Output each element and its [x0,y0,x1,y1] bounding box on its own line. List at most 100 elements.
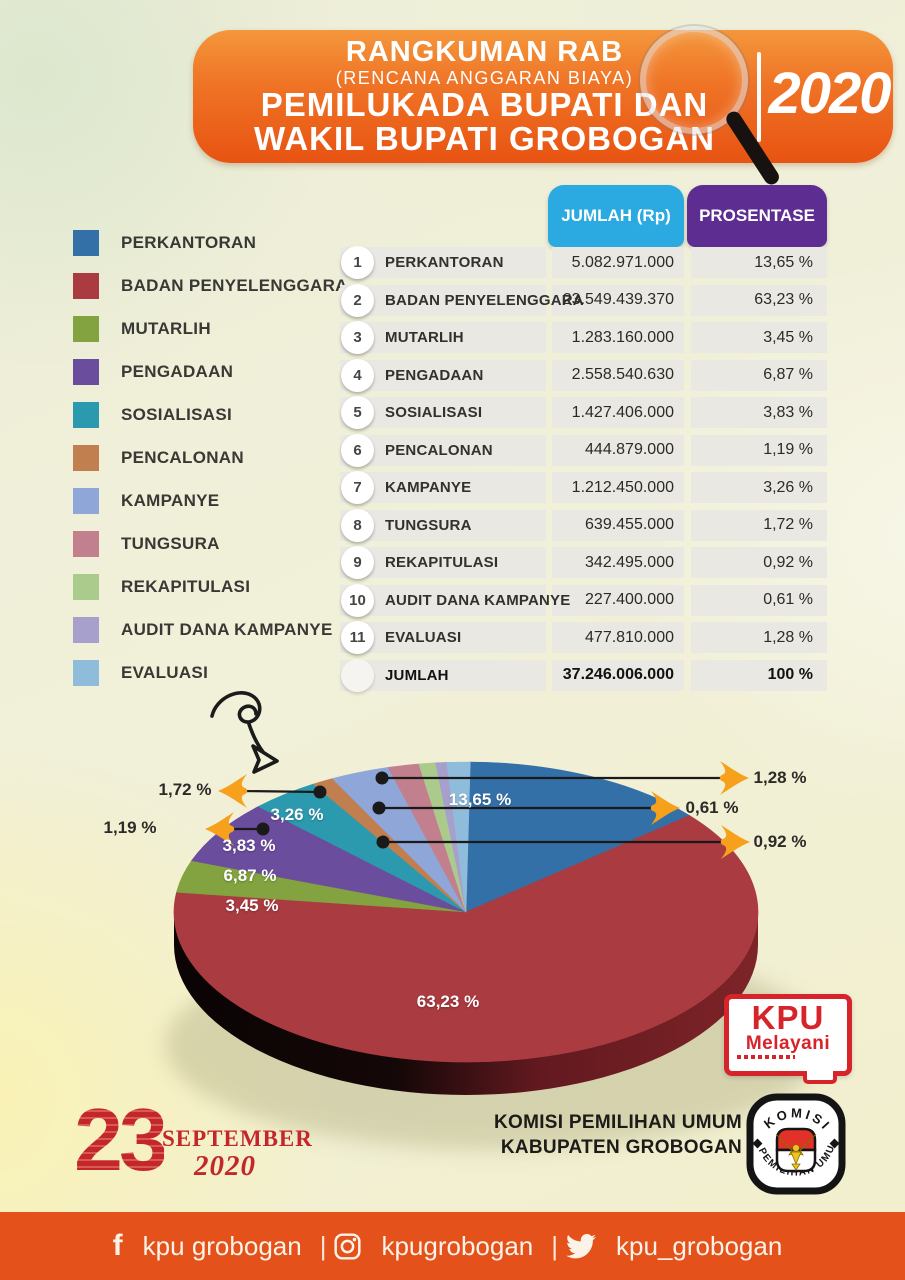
table-row: 3 MUTARLIH 1.283.160.000 3,45 % [338,321,830,354]
magnifier-icon [640,26,748,134]
row-label: PENCALONAN [385,441,493,459]
legend-item: KAMPANYE [73,488,348,514]
legend-label: PENGADAAN [121,362,234,381]
pie-slice-badan-penyelenggara [173,815,759,1063]
row-label: BADAN PENYELENGGARA [385,291,584,309]
row-amount: 1.427.406.000 [571,403,674,421]
header-title-block: RANGKUMAN RAB (RENCANA ANGGARAN BIAYA) P… [212,36,757,156]
table-row: 9 REKAPITULASI 342.495.000 0,92 % [338,546,830,579]
facebook-handle: kpu grobogan [142,1230,302,1261]
facebook-icon: f [112,1229,123,1262]
table-row: 2 BADAN PENYELENGGARA 23.549.439.370 63,23 … [338,283,830,317]
row-percentage: 13,65 % [754,253,813,271]
kpu-logo-subtext: Melayani [745,1033,831,1054]
row-background [340,509,546,541]
row-background [552,659,684,691]
legend-item: AUDIT DANA KAMPANYE [73,617,348,643]
row-amount: 639.455.000 [585,516,674,533]
row-background [552,397,684,428]
row-background [552,247,684,278]
row-label: AUDIT DANA KAMPANYE [385,591,571,609]
row-background [552,284,684,316]
row-percentage: 0,92 % [763,553,813,571]
callout-marker-icon [650,791,680,825]
row-label: REKAPITULASI [385,554,499,571]
row-percentage: 1,28 % [763,628,813,646]
row-number-badge: 8 [341,508,374,542]
title-line-3: PEMILUKADA BUPATI DAN [260,86,709,123]
header-banner [193,30,893,163]
stamp-year: 2020 [194,1150,256,1182]
table-row: 4 PENGADAAN 2.558.540.630 6,87 % [338,358,830,392]
kpu-melayani-logo: KPU Melayani [724,994,852,1084]
row-background [691,247,827,278]
row-percentage: 100 % [767,666,813,683]
legend-swatch [73,574,99,600]
row-amount: 477.810.000 [585,628,674,646]
callout-marker-icon [218,774,248,808]
legend-item: EVALUASI [73,660,348,686]
row-number-badge: 6 [341,433,374,467]
row-percentage: 0,61 % [763,591,813,608]
legend-swatch [73,402,99,428]
column-header-prosentase: PROSENTASE [687,185,827,247]
legend-swatch [73,230,99,256]
row-background [691,659,827,691]
row-label: EVALUASI [385,629,462,646]
row-amount: 2.558.540.630 [571,366,674,383]
legend-swatch [73,445,99,471]
header-year: 2020 [768,61,891,126]
social-footer: f kpu grobogan | kpugrobogan | kpu_grobo… [0,1212,905,1280]
row-background [691,472,827,503]
kpu-seal-logo: KOMISI PEMILIHAN UMUM [745,1092,846,1195]
row-background [340,547,546,578]
column-header-jumlah: JUMLAH (Rp) [548,185,684,247]
org-line-2: KABUPATEN GROBOGAN [500,1137,742,1158]
stamp-month: SEPTEMBER [162,1126,313,1151]
legend-item: REKAPITULASI [73,574,348,600]
twitter-icon [566,1233,597,1258]
legend-swatch [73,531,99,557]
row-number-badge [341,658,374,692]
table-row: 11 EVALUASI 477.810.000 1,28 % [338,621,830,654]
row-background [340,322,546,353]
row-percentage: 63,23 % [754,291,813,308]
legend-item: MUTARLIH [73,316,348,342]
row-background [552,434,684,466]
legend-label: MUTARLIH [121,319,211,338]
row-background [340,622,546,653]
pie-legend: PERKANTORAN BADAN PENYELENGGARA MUTARLIH PE… [73,230,348,703]
legend-item: PENCALONAN [73,445,348,471]
row-background [552,584,684,616]
row-background [552,322,684,353]
org-line-1: KOMISI PEMILIHAN UMUM [493,1112,742,1133]
row-number-badge: 4 [341,358,374,392]
row-amount: 1.212.450.000 [571,478,674,496]
row-background [340,247,546,278]
legend-swatch [73,316,99,342]
row-percentage: 3,45 % [763,328,813,346]
row-background [691,322,827,353]
legend-label: BADAN PENYELENGGARA [121,276,348,295]
callout-marker-icon [205,812,235,846]
twitter-handle: kpu_grobogan [616,1230,783,1261]
legend-label: REKAPITULASI [121,577,251,596]
title-line-1: RANGKUMAN RAB [345,36,624,68]
row-label: MUTARLIH [385,329,464,346]
row-label: PENGADAAN [385,366,484,384]
row-percentage: 3,26 % [763,478,813,496]
row-background [552,547,684,578]
row-percentage: 1,19 % [763,441,813,458]
row-background [340,472,546,503]
row-label: PERKANTORAN [385,254,504,271]
row-background [552,509,684,541]
row-background [691,622,827,653]
table-row: 1 PERKANTORAN 5.082.971.000 13,65 % [338,246,830,279]
row-background [340,284,546,316]
row-background [340,434,546,466]
legend-label: PERKANTORAN [121,233,257,252]
legend-label: AUDIT DANA KAMPANYE [121,620,333,639]
row-background [552,359,684,391]
